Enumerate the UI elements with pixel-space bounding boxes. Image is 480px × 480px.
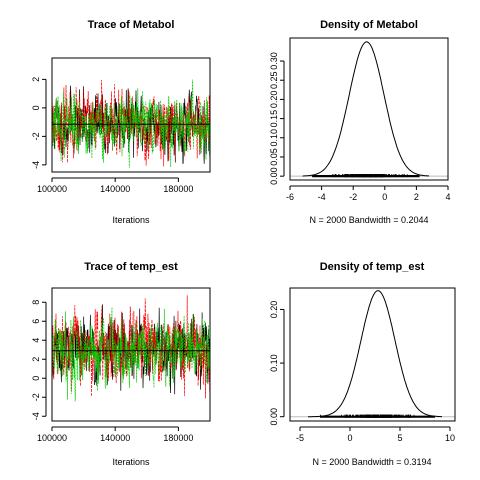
- panel-trace-metabol: Trace of Metabol 100000 140000 180000 -4 -2…: [31, 19, 211, 225]
- y-tick-label: 6: [31, 319, 41, 324]
- y-axis: 0.000.050.100.150.20 0.250.30: [269, 52, 285, 185]
- density-series-layer: [290, 41, 448, 178]
- density-footer: N = 2000 Bandwidth = 0.3194: [312, 457, 431, 467]
- panel-title: Trace of Metabol: [88, 19, 175, 31]
- y-tick-label: 0: [31, 105, 41, 110]
- x-axis: -6 -4 -2 0 2 4: [286, 185, 451, 202]
- trace-chain-3: [51, 307, 211, 402]
- y-tick-label: -2: [31, 393, 41, 401]
- x-axis-label: Iterations: [112, 457, 150, 467]
- x-tick-label: 100000: [37, 184, 67, 194]
- y-tick-label: 0.10: [269, 354, 279, 372]
- trace-chain-2: [51, 295, 211, 399]
- y-tick-label: 0.30: [269, 52, 279, 70]
- y-tick-label: 0.00: [269, 408, 279, 426]
- y-tick-label: 2: [31, 357, 41, 362]
- y-tick-label: 0.05: [269, 148, 279, 166]
- x-axis-label: Iterations: [112, 215, 150, 225]
- panel-title: Density of temp_est: [320, 261, 425, 273]
- plot-frame: [51, 57, 211, 173]
- x-axis: 100000 140000 180000: [37, 426, 193, 443]
- x-tick-label: 5: [397, 433, 402, 443]
- x-tick-label: -2: [349, 192, 357, 202]
- density-rug: [320, 414, 435, 418]
- trace-series-layer: [51, 295, 211, 402]
- trace-chain-3: [51, 79, 211, 168]
- plot-frame: [289, 287, 456, 422]
- x-tick-label: 2: [414, 192, 419, 202]
- y-tick-label: -4: [31, 161, 41, 169]
- panel-title: Density of Metabol: [320, 19, 418, 31]
- x-tick-label: 0: [347, 433, 352, 443]
- plot-frame: [51, 287, 211, 422]
- y-axis: -4 -2 0 2: [31, 77, 47, 169]
- x-tick-label: 100000: [37, 433, 67, 443]
- y-tick-label: 0.10: [269, 129, 279, 147]
- x-tick-label: 0: [382, 192, 387, 202]
- density-footer: N = 2000 Bandwidth = 0.2044: [309, 215, 428, 225]
- panel-density-metabol: Density of Metabol -6 -4 -2 0 2 4 0.000.050.1…: [269, 19, 451, 225]
- y-tick-label: 0.25: [269, 71, 279, 89]
- density-curve: [308, 290, 442, 418]
- x-tick-label: 140000: [100, 433, 130, 443]
- x-tick-label: 140000: [100, 184, 130, 194]
- y-tick-label: 0: [31, 376, 41, 381]
- trace-chain-2: [51, 79, 211, 167]
- trace-series-layer: [51, 79, 211, 168]
- panel-title: Trace of temp_est: [84, 261, 178, 273]
- x-tick-label: -4: [318, 192, 326, 202]
- density-curve: [302, 41, 429, 177]
- y-tick-label: -2: [31, 132, 41, 140]
- y-tick-label: 0.00: [269, 167, 279, 185]
- plot-frame: [289, 37, 449, 181]
- y-tick-label: 2: [31, 77, 41, 82]
- x-axis: 100000 140000 180000: [37, 177, 193, 194]
- x-tick-label: 180000: [163, 433, 193, 443]
- x-tick-label: 4: [445, 192, 450, 202]
- x-axis: -5 0 5 10: [296, 426, 455, 443]
- x-tick-label: -6: [286, 192, 294, 202]
- panel-trace-temp-est: Trace of temp_est 100000 140000 180000 -4-…: [31, 261, 211, 467]
- y-tick-label: 4: [31, 338, 41, 343]
- x-tick-label: -5: [296, 433, 304, 443]
- y-tick-label: 0.20: [269, 301, 279, 319]
- y-axis: -4 -2 0 2 4 6 8: [31, 300, 47, 420]
- x-tick-label: 10: [445, 433, 455, 443]
- y-axis: 0.00 0.10 0.20: [269, 301, 285, 426]
- density-rug: [312, 174, 420, 178]
- y-tick-label: 0.15: [269, 110, 279, 128]
- y-tick-label: 0.20: [269, 91, 279, 109]
- y-tick-label: 8: [31, 300, 41, 305]
- panel-density-temp-est: Density of temp_est -5 0 5 10 0.000.100.20 …: [269, 261, 456, 467]
- density-series-layer: [290, 290, 455, 418]
- y-tick-label: -4: [31, 412, 41, 420]
- x-tick-label: 180000: [163, 184, 193, 194]
